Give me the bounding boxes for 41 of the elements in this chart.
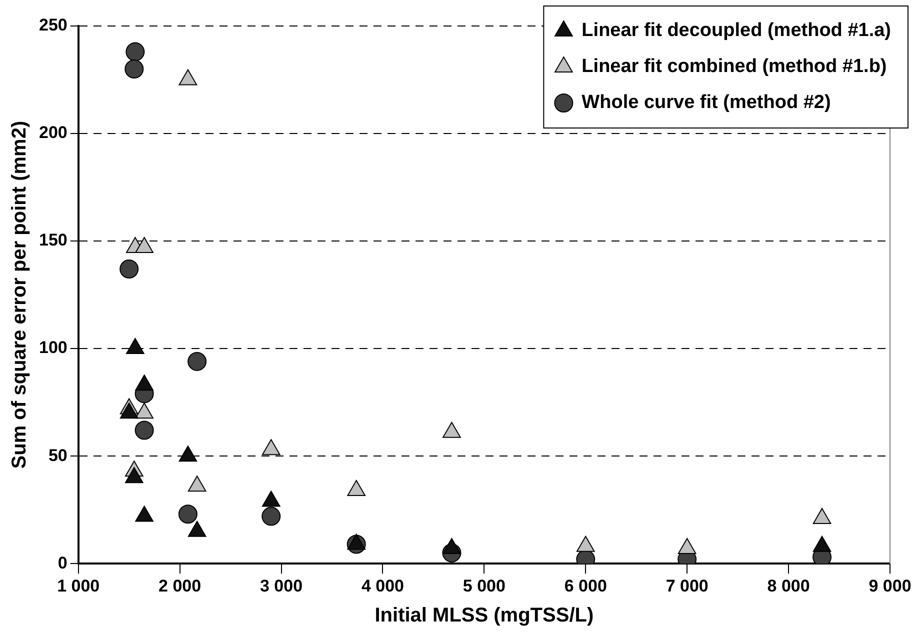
x-tick-label: 1 000 xyxy=(57,576,100,596)
point xyxy=(188,520,206,537)
point xyxy=(812,508,832,524)
y-tick-label: 100 xyxy=(38,338,68,358)
point xyxy=(135,374,154,391)
x-tick-label: 3 000 xyxy=(260,576,303,596)
y-tick-label: 50 xyxy=(48,446,68,465)
point xyxy=(442,538,461,554)
x-tick-label: 5 000 xyxy=(462,576,506,596)
point xyxy=(442,422,461,438)
point xyxy=(120,402,138,419)
point xyxy=(812,536,832,552)
point xyxy=(135,506,154,522)
point xyxy=(126,338,144,354)
point xyxy=(178,69,198,86)
point xyxy=(135,236,154,253)
x-tick-label: 8 000 xyxy=(767,576,810,596)
legend-label: Linear fit decoupled (method #1.a) xyxy=(582,20,892,42)
point xyxy=(347,480,366,496)
x-tick-label: 9 000 xyxy=(868,576,912,596)
point xyxy=(347,534,366,550)
point xyxy=(678,538,696,554)
y-tick-label: 250 xyxy=(38,16,68,35)
point xyxy=(576,536,595,552)
x-axis-title: Initial MLSS (mgTSS/L) xyxy=(374,604,594,627)
x-tick-label: 2 000 xyxy=(158,576,202,596)
x-tick-label: 7 000 xyxy=(666,576,708,596)
point xyxy=(262,490,280,507)
legend-label: Whole curve fit (method #2) xyxy=(582,92,831,114)
x-tick-label: 4 000 xyxy=(361,576,404,596)
x-tick-label: 6 000 xyxy=(564,576,607,596)
point xyxy=(125,467,144,484)
y-axis-title: Sum of square error per point (mm2) xyxy=(8,120,31,469)
y-tick-label: 200 xyxy=(38,123,68,142)
point xyxy=(188,476,206,492)
point xyxy=(178,446,198,462)
legend-label: Linear fit combined (method #1.b) xyxy=(582,56,887,78)
y-tick-label: 150 xyxy=(38,230,68,250)
y-tick-label: 0 xyxy=(58,553,68,572)
point xyxy=(262,439,280,456)
point xyxy=(135,402,154,419)
